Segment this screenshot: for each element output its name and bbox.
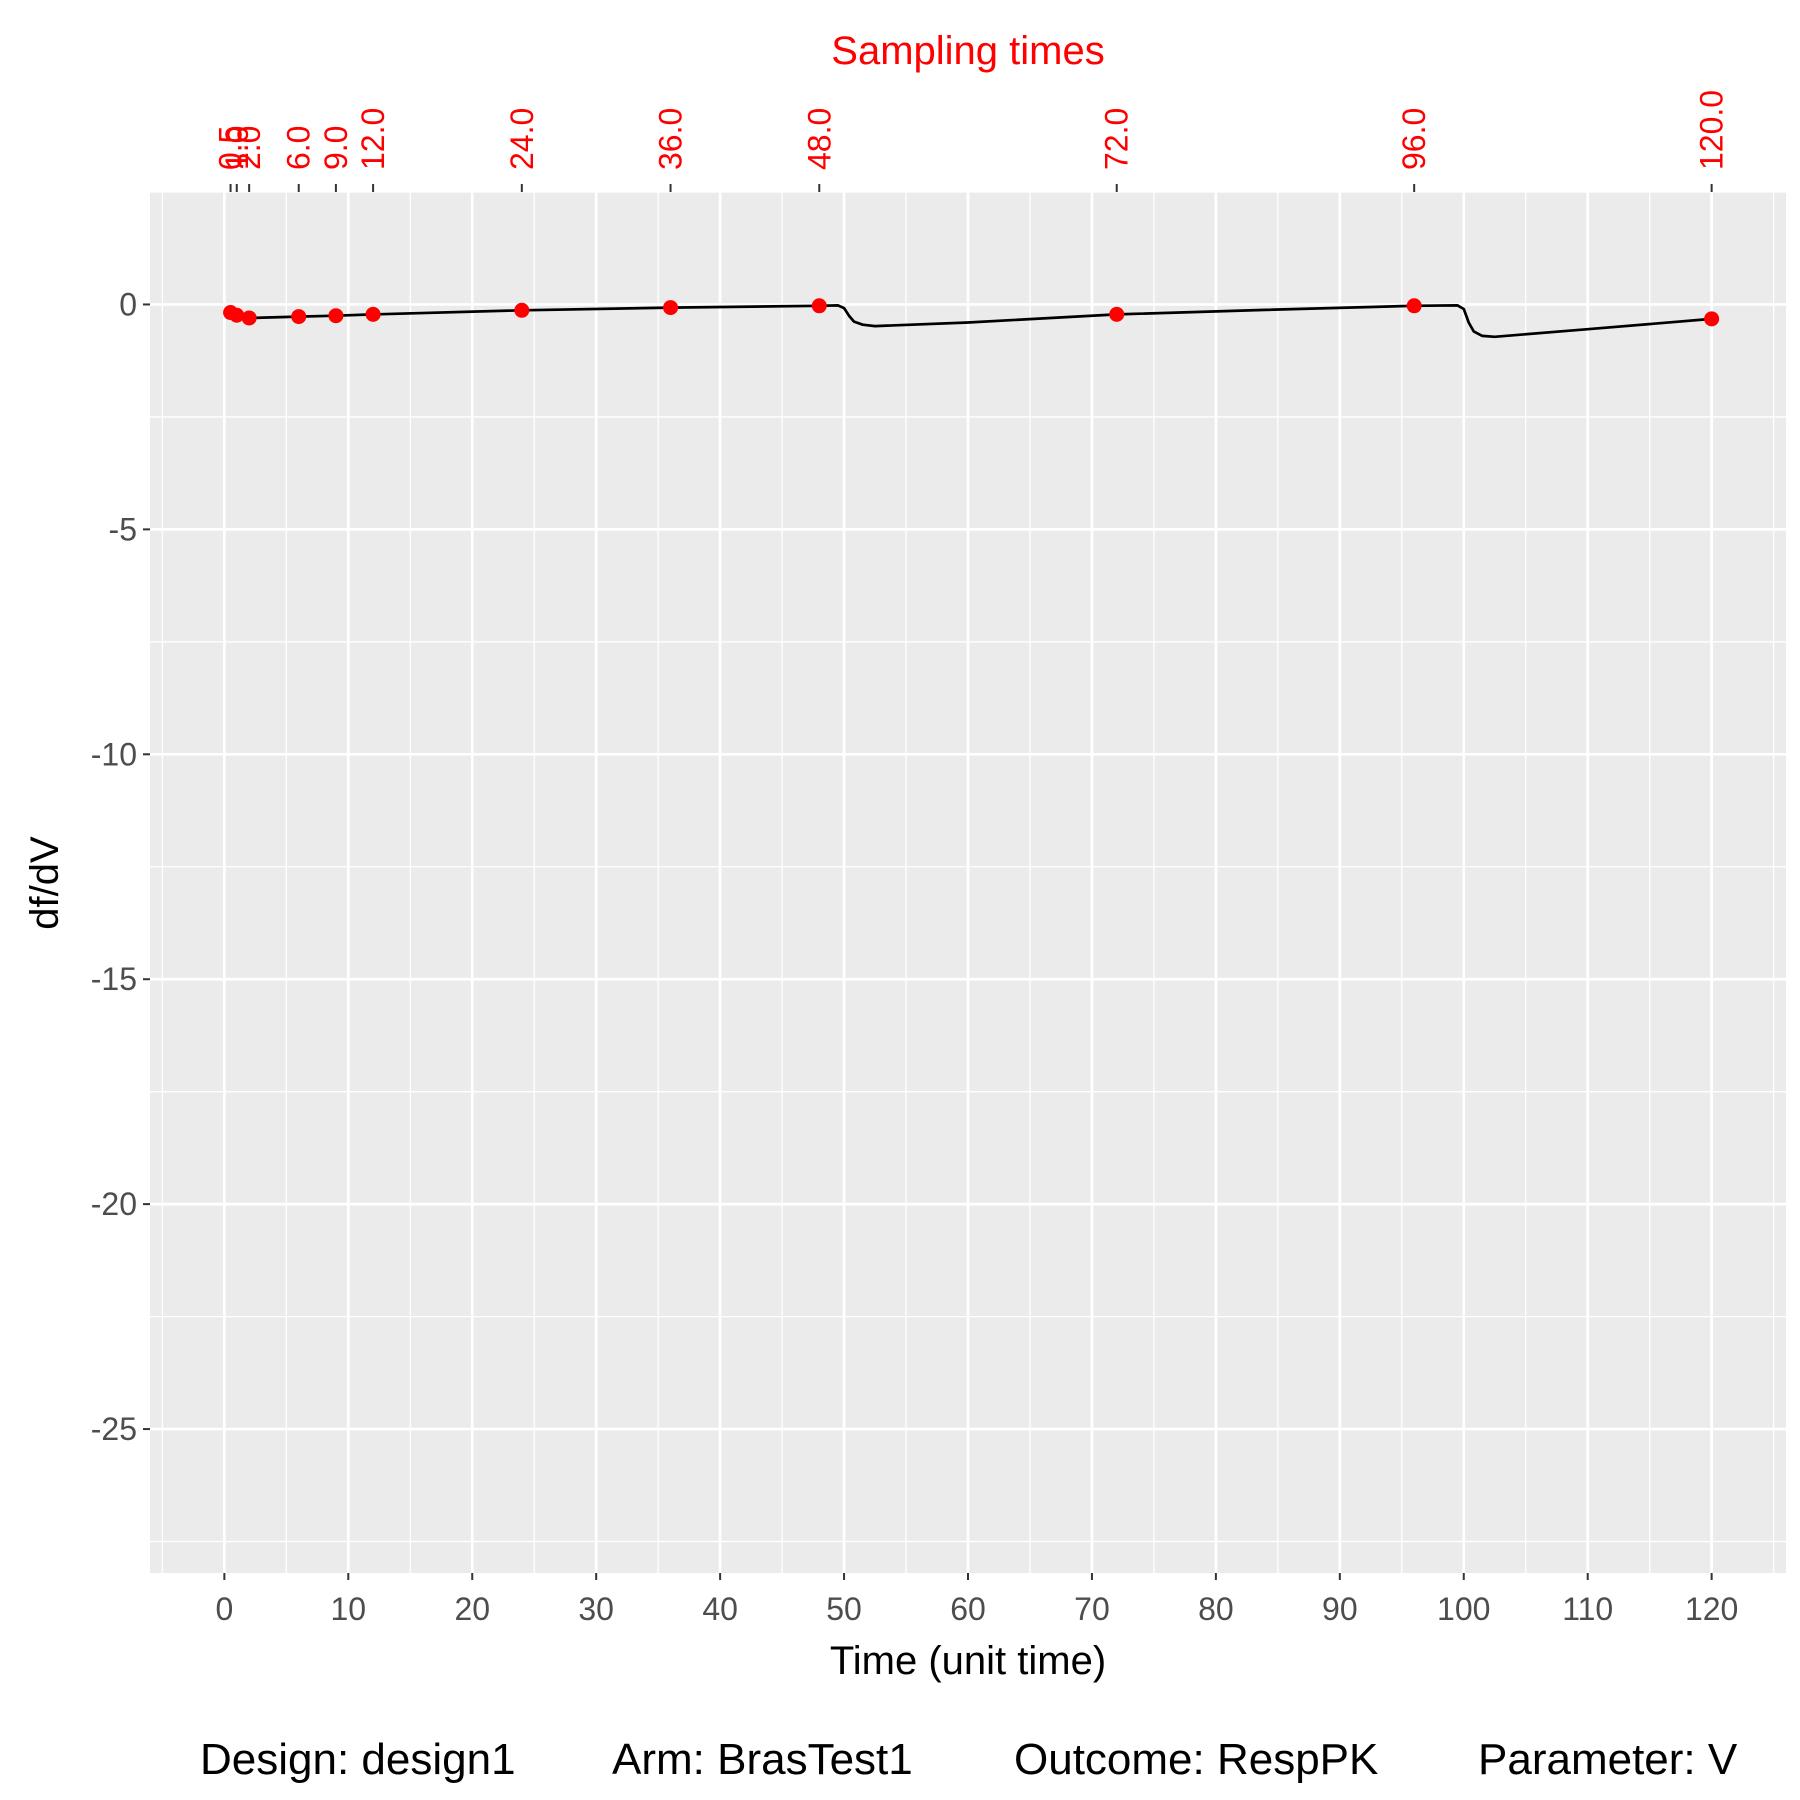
sampling-time-label: 1.0 (219, 126, 255, 170)
x-tick-label: 10 (331, 1591, 367, 1627)
caption-design: Design: design1 (200, 1735, 516, 1784)
sampling-time-label: 48.0 (801, 108, 837, 170)
series-layer (223, 304, 1712, 339)
sampling-point (241, 310, 257, 326)
caption-outcome: Outcome: RespPK (1014, 1735, 1379, 1784)
sampling-point (514, 302, 530, 318)
x-axis-title: Time (unit time) (830, 1639, 1106, 1683)
sampling-point (365, 306, 381, 322)
sampling-point (229, 307, 245, 323)
sampling-time-label: 120.0 (1694, 90, 1730, 170)
sampling-point (811, 298, 827, 314)
sampling-time-label: 36.0 (653, 108, 689, 170)
sampling-time-label: 0.5 (213, 126, 249, 170)
points-layer (223, 298, 1720, 327)
sampling-time-label: 12.0 (355, 108, 391, 170)
sampling-time-label: 24.0 (504, 108, 540, 170)
y-tick-label: -5 (109, 511, 137, 547)
sampling-time-label: 72.0 (1099, 108, 1135, 170)
caption-arm: Arm: BrasTest1 (612, 1735, 913, 1784)
sampling-time-label: 96.0 (1396, 108, 1432, 170)
x-tick-label: 120 (1685, 1591, 1738, 1627)
sampling-times-axis: 0.51.02.0 6.0 9.0 12.0 24.0 36.0 48.0 72.0 96.0 1… (213, 90, 1730, 192)
sampling-point (291, 309, 307, 325)
y-axis: 0 -5 -10 -15 -20 -25 (91, 286, 150, 1447)
y-tick-label: -25 (91, 1411, 137, 1447)
x-axis: 0 10 20 30 40 50 60 70 80 90 100 110 120 (215, 1573, 1738, 1627)
x-tick-label: 70 (1074, 1591, 1110, 1627)
x-tick-label: 0 (215, 1591, 233, 1627)
caption-parameter: Parameter: V (1478, 1735, 1738, 1784)
sampling-point (328, 308, 344, 324)
y-tick-label: -10 (91, 736, 137, 772)
sensitivity-curve (223, 304, 1712, 339)
sampling-point (1704, 311, 1720, 327)
x-tick-label: 40 (702, 1591, 738, 1627)
y-tick-label: -20 (91, 1186, 137, 1222)
y-tick-label: 0 (119, 286, 137, 322)
x-tick-label: 20 (454, 1591, 490, 1627)
x-tick-label: 90 (1322, 1591, 1358, 1627)
y-axis-title: df/dV (23, 836, 67, 930)
sampling-point (1406, 298, 1422, 314)
x-tick-label: 50 (826, 1591, 862, 1627)
sampling-time-label: 9.0 (318, 126, 354, 170)
x-tick-label: 110 (1562, 1591, 1613, 1627)
x-tick-label: 30 (578, 1591, 614, 1627)
sampling-point (1109, 306, 1125, 322)
x-tick-label: 80 (1198, 1591, 1234, 1627)
sampling-times-title: Sampling times (831, 29, 1104, 73)
grid-major (150, 192, 1786, 1573)
x-tick-label: 60 (950, 1591, 986, 1627)
x-tick-label: 100 (1437, 1591, 1490, 1627)
y-tick-label: -15 (91, 961, 137, 997)
sampling-time-label: 6.0 (281, 126, 317, 170)
sampling-point (663, 300, 679, 316)
sampling-time-label: 2.0 (231, 126, 267, 170)
